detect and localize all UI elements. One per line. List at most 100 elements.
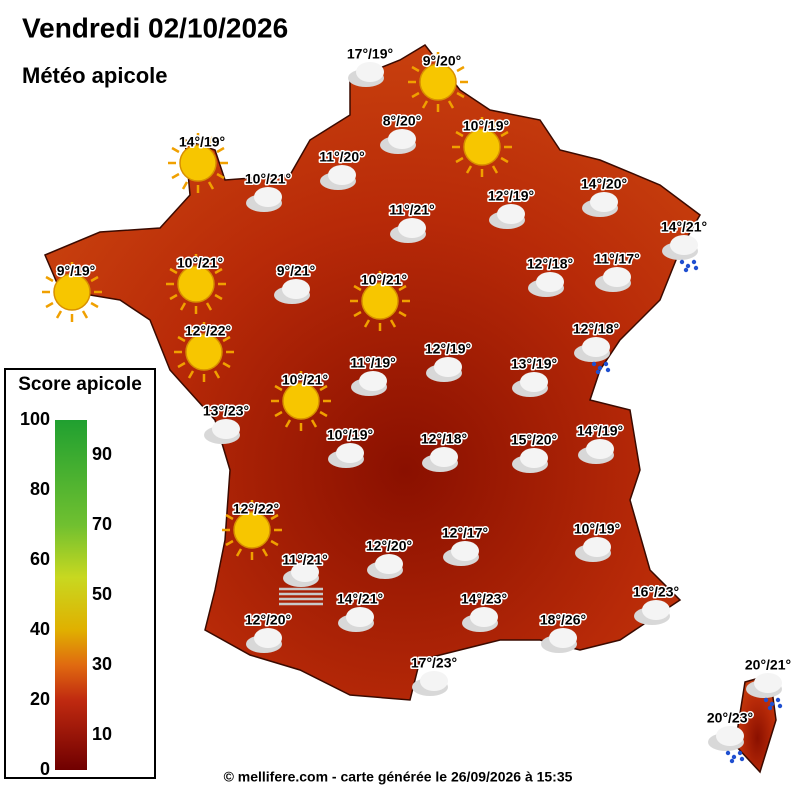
cloud [282, 279, 310, 299]
legend-tick: 50 [92, 584, 112, 604]
rain-drop [685, 263, 691, 269]
temperature: 14°/23° [461, 591, 507, 607]
forecast: 11°/21° [279, 550, 329, 606]
cloud [359, 371, 387, 391]
sun [177, 265, 215, 303]
cloud [356, 62, 384, 82]
temperature: 11°/17° [594, 251, 639, 267]
temperature: 9°/21° [277, 263, 315, 279]
sun-ray [284, 419, 292, 428]
forecast: 12°/20° [243, 610, 293, 653]
sun [185, 333, 223, 371]
legend-tick: 20 [30, 689, 50, 709]
forecast: 14°/19° [575, 421, 625, 464]
rain-drop [683, 267, 689, 273]
legend-tick: 10 [92, 724, 112, 744]
cloud [328, 165, 356, 185]
sun-ray [169, 267, 178, 275]
temperature: 16°/23° [633, 584, 679, 600]
sun-ray [261, 503, 269, 512]
forecast: 16°/23° [631, 582, 681, 625]
rain-drop [693, 265, 699, 271]
legend-tick: 80 [30, 479, 50, 499]
cloud [291, 562, 319, 582]
temperature: 14°/19° [179, 134, 225, 150]
sun-ray [411, 91, 420, 99]
sun [282, 382, 320, 420]
sun-ray [421, 55, 429, 64]
cloud [536, 272, 564, 292]
forecast: 13°/23° [201, 401, 251, 444]
forecast: 10°/21° [243, 169, 293, 212]
forecast: 12°/22° [174, 321, 234, 382]
sun-ray [45, 275, 54, 283]
forecast: 14°/21° [659, 217, 709, 273]
sun-ray [225, 539, 234, 547]
sun-ray [398, 284, 407, 292]
sun-ray [55, 310, 63, 319]
sun-ray [187, 370, 195, 379]
temperature: 10°/21° [282, 372, 328, 388]
sun-ray [465, 120, 473, 129]
sun-ray [447, 100, 455, 109]
temperature: 14°/20° [581, 176, 627, 192]
forecast: 14°/20° [579, 174, 629, 217]
forecast: 9°/19° [42, 261, 102, 322]
cloud [430, 447, 458, 467]
cloud [254, 628, 282, 648]
sun-ray [456, 91, 465, 99]
cloud [420, 671, 448, 691]
sun-ray [274, 410, 283, 418]
temperature: 10°/19° [463, 118, 509, 134]
sun-ray [353, 310, 362, 318]
sun-ray [214, 293, 223, 301]
sun-ray [213, 325, 221, 334]
rain-drop [725, 750, 731, 756]
forecast: 10°/19° [572, 519, 622, 562]
sun-ray [421, 100, 429, 109]
sun-ray [455, 156, 464, 164]
temperature: 12°/19° [425, 341, 471, 357]
rain-drop [595, 369, 601, 375]
sun-ray [500, 130, 509, 138]
sun-ray [171, 146, 180, 154]
forecast: 8°/20° [380, 111, 423, 154]
sun-ray [353, 284, 362, 292]
sun-ray [216, 172, 225, 180]
rain-drop [739, 756, 745, 762]
sun-ray [389, 319, 397, 328]
rain-drop [775, 697, 781, 703]
forecast-layer: 17°/19° 9°/20° 8°/20° 10°/19° 14°/19° 11°/20°… [42, 44, 793, 764]
temperature: 10°/21° [177, 255, 223, 271]
temperature: 13°/19° [511, 356, 557, 372]
sun-ray [207, 136, 215, 145]
legend-title: Score apicole [18, 374, 142, 395]
forecast: 14°/23° [459, 589, 509, 632]
sun-ray [181, 136, 189, 145]
sun-ray [179, 302, 187, 311]
sun-ray [274, 384, 283, 392]
sun-ray [179, 257, 187, 266]
temperature: 12°/20° [366, 538, 412, 554]
cloud [375, 554, 403, 574]
temperature: 9°/20° [423, 53, 461, 69]
temperature: 17°/19° [347, 46, 393, 62]
forecast: 10°/21° [350, 270, 410, 331]
forecast: 10°/21° [271, 370, 331, 431]
subtitle: Météo apicole [22, 63, 167, 88]
temperature: 12°/17° [442, 525, 488, 541]
sun-ray [81, 265, 89, 274]
forecast: 14°/21° [335, 589, 385, 632]
sun-ray [181, 181, 189, 190]
forecast: 13°/19° [509, 354, 559, 397]
sun-ray [213, 370, 221, 379]
sun-ray [491, 120, 499, 129]
cloud [520, 372, 548, 392]
forecast: 20°/21° [743, 655, 793, 711]
sun-ray [235, 548, 243, 557]
cloud [603, 267, 631, 287]
rain-drop [591, 361, 597, 367]
sun [419, 63, 457, 101]
temperature: 20°/21° [745, 657, 791, 673]
forecast: 9°/21° [274, 261, 317, 304]
